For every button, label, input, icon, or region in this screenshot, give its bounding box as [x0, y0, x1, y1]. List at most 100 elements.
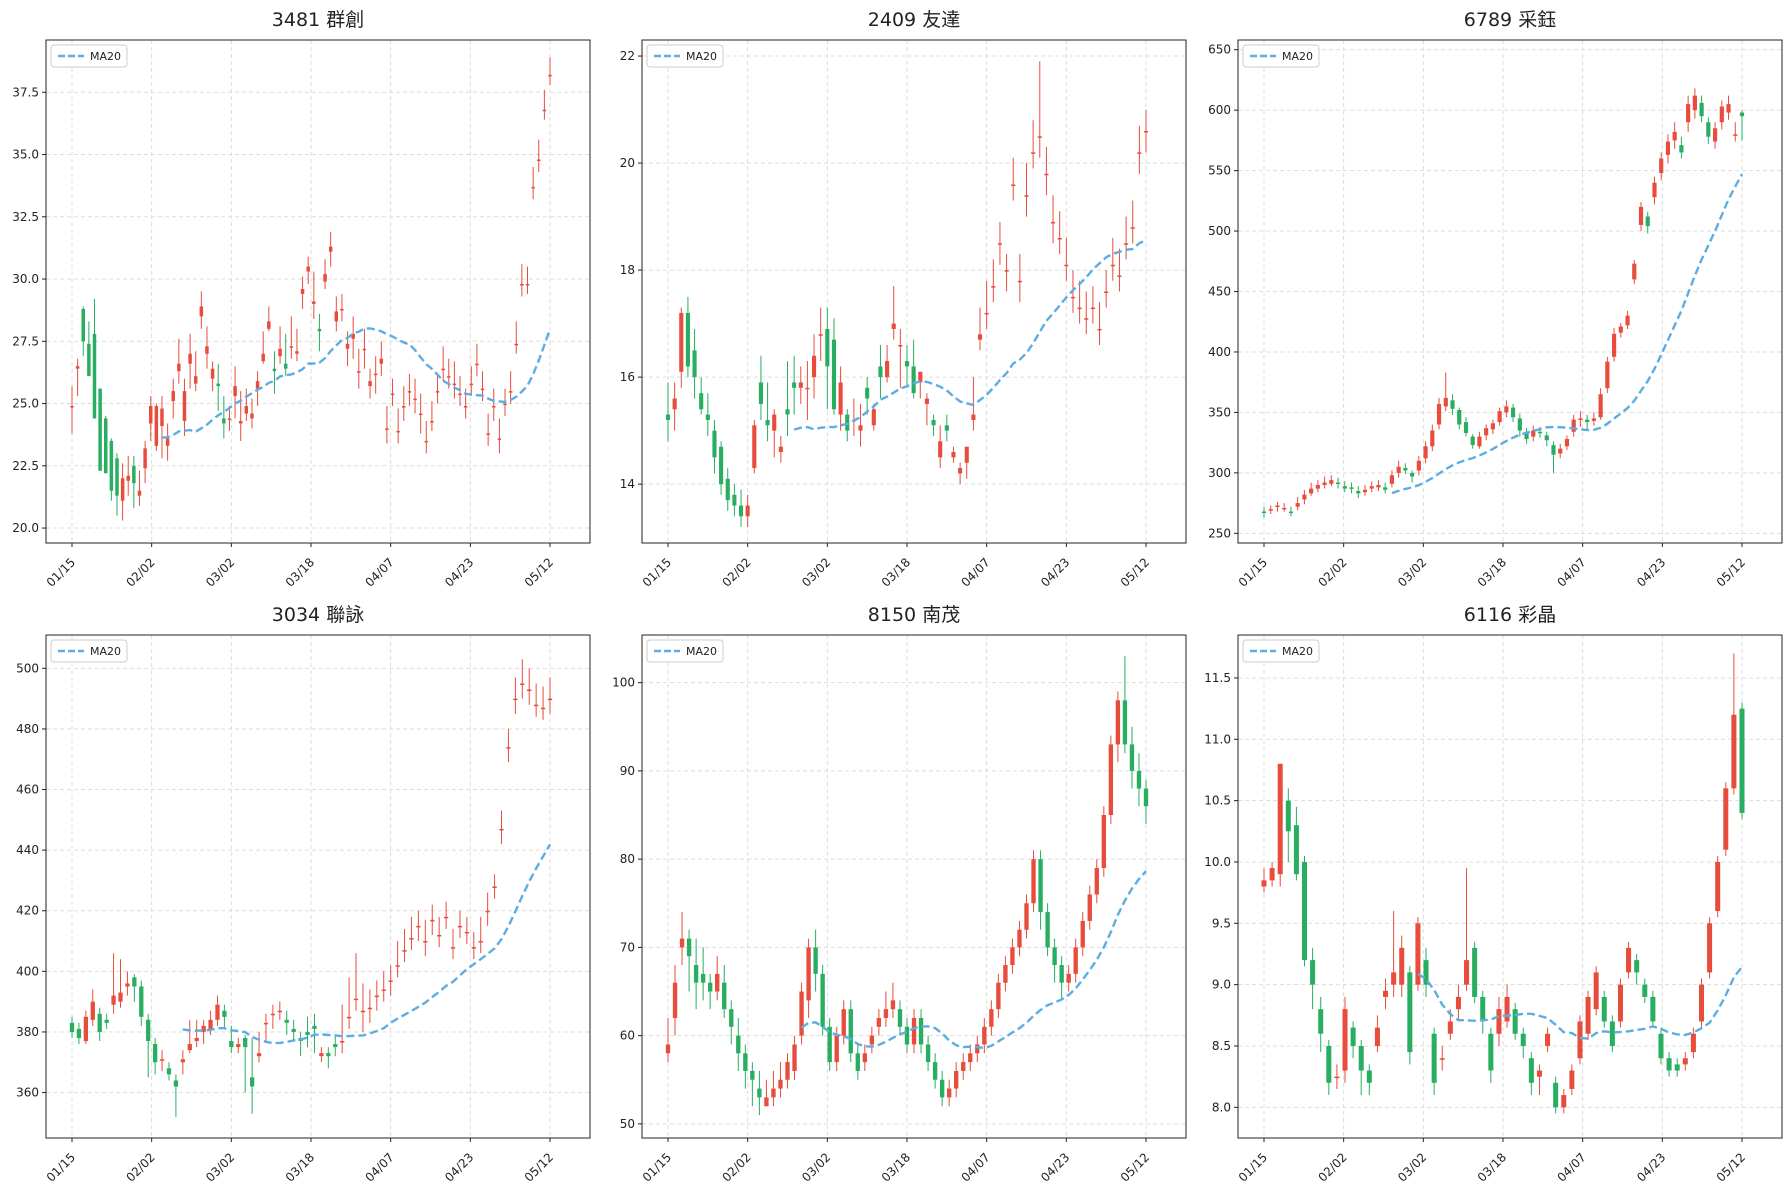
candle-body [92, 333, 97, 419]
candle-body [1496, 1009, 1502, 1034]
candle [395, 941, 400, 978]
x-tick-label: 01/15 [44, 555, 78, 589]
candle [1585, 990, 1591, 1040]
candle [954, 1062, 959, 1098]
y-tick-label: 20 [620, 156, 635, 170]
candlestick-chart-3481: 3481 群創 20.0 22.5 25.0 27.5 30.0 32.5 35.0 37.5 0… [12, 9, 591, 590]
candle-body [255, 381, 260, 389]
candle [132, 455, 136, 509]
y-tick-label: 440 [16, 843, 39, 857]
candle [1094, 859, 1099, 904]
candle [450, 928, 456, 960]
y-tick-label: 22 [620, 49, 635, 63]
candle [340, 293, 344, 322]
candle-body [463, 406, 468, 408]
candle-body [109, 440, 114, 491]
candle [792, 1035, 797, 1080]
candle [199, 291, 204, 329]
candle [1645, 211, 1650, 234]
candle [989, 1000, 994, 1036]
candle [699, 377, 704, 415]
candle [968, 1044, 973, 1071]
candle-body [537, 159, 541, 162]
candle [778, 1062, 783, 1098]
candle-body [991, 286, 996, 288]
candle-body [323, 274, 327, 282]
candle-body [904, 361, 910, 367]
candle [1383, 482, 1388, 494]
legend-box [1242, 639, 1320, 663]
candle [1642, 978, 1648, 1004]
candle-body [944, 425, 949, 431]
candle-body [1472, 947, 1478, 997]
y-tick-label: 420 [16, 904, 39, 918]
candle-body [533, 704, 539, 707]
candle-body [430, 919, 435, 922]
y-tick-label: 300 [1208, 466, 1231, 480]
plot-frame [641, 634, 1187, 1139]
candle [379, 341, 384, 377]
candle [1391, 911, 1397, 997]
candle-body [385, 428, 389, 430]
candle [712, 419, 717, 474]
candle [1389, 470, 1395, 488]
candle-body [441, 368, 445, 371]
candle-body [1733, 134, 1738, 136]
candle [1463, 417, 1469, 437]
candle-body [1143, 130, 1149, 133]
candle-body [1017, 929, 1022, 948]
candle [997, 221, 1003, 265]
candle [1733, 122, 1738, 142]
candle-body [958, 468, 963, 474]
candle [187, 1019, 192, 1054]
candle-body [871, 409, 876, 426]
candle-body [1366, 1070, 1372, 1083]
candle [1423, 947, 1429, 997]
candle [357, 348, 361, 389]
candlestick-chart-6789: 6789 采鈺 250 300 350 400 450 500 550 600 650 01/15 0… [1208, 9, 1783, 590]
candle-body [712, 430, 717, 458]
candle-body [469, 383, 474, 386]
candle-body [898, 345, 903, 347]
candle [1731, 653, 1737, 795]
candle-body [118, 992, 123, 1002]
candle [1524, 428, 1529, 444]
candle-body [1626, 947, 1632, 973]
candle-body [312, 301, 316, 304]
candle-body [1609, 1021, 1615, 1046]
candle [750, 1062, 755, 1107]
panel-8150: 8150 南茂 50 60 70 80 90 100 01/15 02/02 03/02 03/18… [596, 595, 1192, 1190]
x-tick-label: 04/23 [1038, 1150, 1072, 1184]
candle-body [982, 1026, 987, 1045]
x-tick-label: 01/15 [640, 555, 674, 589]
y-tick-label: 22.5 [12, 459, 39, 473]
candle [385, 406, 389, 444]
candle-body [447, 376, 451, 378]
candle [270, 1004, 276, 1029]
candle-body [1723, 788, 1729, 850]
candle [390, 378, 395, 407]
candle-body [1524, 431, 1529, 440]
x-tick-label: 04/07 [1554, 555, 1588, 589]
candle [991, 259, 996, 303]
candle [1268, 505, 1273, 514]
candle [1010, 938, 1015, 974]
candle [486, 413, 490, 446]
candle-body [87, 343, 91, 377]
candle [982, 1017, 987, 1054]
candle-body [326, 1053, 331, 1057]
candle-body [765, 419, 770, 426]
candle [548, 57, 552, 85]
candle-body [700, 973, 706, 983]
candle [1288, 506, 1294, 517]
candle [118, 959, 123, 1008]
candle [250, 398, 254, 429]
candle-body [1457, 409, 1462, 425]
candle [1108, 735, 1114, 824]
candle [177, 338, 181, 384]
candle [298, 1031, 303, 1057]
candle-body [1712, 128, 1718, 142]
candle [1665, 134, 1671, 164]
y-tick-label: 10.5 [1204, 794, 1231, 808]
candle-body [1536, 1070, 1542, 1077]
